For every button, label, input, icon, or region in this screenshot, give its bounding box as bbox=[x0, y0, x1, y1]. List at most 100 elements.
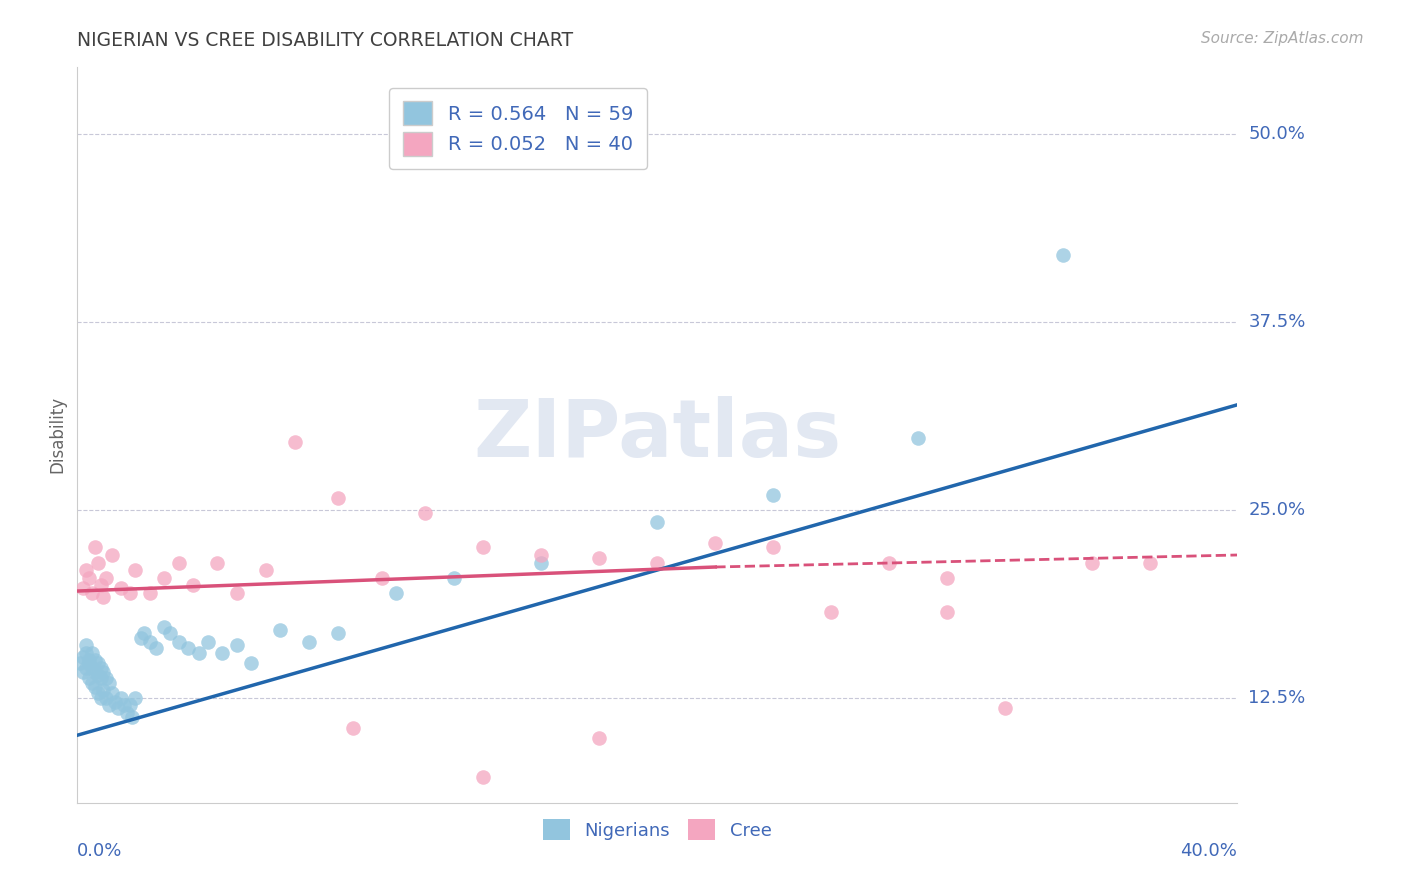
Point bbox=[118, 698, 141, 713]
Point bbox=[77, 570, 100, 584]
Point bbox=[530, 548, 553, 562]
Point bbox=[472, 770, 495, 784]
Point bbox=[110, 581, 132, 595]
Text: 25.0%: 25.0% bbox=[1249, 501, 1306, 519]
Point bbox=[877, 556, 901, 570]
Point bbox=[93, 590, 115, 604]
Point bbox=[342, 721, 364, 735]
Point bbox=[139, 585, 162, 599]
Point bbox=[472, 541, 495, 555]
Point bbox=[96, 690, 118, 705]
Point bbox=[936, 605, 959, 619]
Point bbox=[69, 656, 91, 670]
Point bbox=[93, 665, 115, 680]
Text: Source: ZipAtlas.com: Source: ZipAtlas.com bbox=[1201, 31, 1364, 46]
Point bbox=[328, 626, 350, 640]
Point bbox=[994, 701, 1017, 715]
Point bbox=[530, 556, 553, 570]
Point bbox=[1139, 556, 1161, 570]
Point bbox=[907, 431, 929, 445]
Point bbox=[936, 570, 959, 584]
Text: 37.5%: 37.5% bbox=[1249, 313, 1306, 331]
Point bbox=[110, 690, 132, 705]
Point bbox=[101, 548, 124, 562]
Point bbox=[124, 563, 146, 577]
Point bbox=[90, 578, 111, 592]
Point bbox=[159, 626, 181, 640]
Point bbox=[197, 635, 219, 649]
Point bbox=[183, 578, 205, 592]
Point bbox=[167, 556, 190, 570]
Point bbox=[254, 563, 277, 577]
Point bbox=[98, 675, 121, 690]
Point bbox=[588, 731, 610, 746]
Point bbox=[86, 686, 108, 700]
Point bbox=[83, 541, 105, 555]
Point bbox=[371, 570, 394, 584]
Point bbox=[176, 641, 198, 656]
Point bbox=[112, 698, 135, 713]
Y-axis label: Disability: Disability bbox=[48, 396, 66, 474]
Point bbox=[647, 556, 669, 570]
Point bbox=[284, 435, 307, 450]
Text: 40.0%: 40.0% bbox=[1181, 842, 1237, 860]
Point bbox=[298, 635, 321, 649]
Text: 12.5%: 12.5% bbox=[1249, 689, 1306, 706]
Point bbox=[269, 623, 291, 637]
Point bbox=[153, 570, 176, 584]
Text: 0.0%: 0.0% bbox=[77, 842, 122, 860]
Point bbox=[80, 646, 103, 660]
Point bbox=[96, 570, 118, 584]
Point bbox=[167, 635, 190, 649]
Point bbox=[72, 665, 94, 680]
Point bbox=[385, 585, 408, 599]
Point bbox=[83, 653, 105, 667]
Point bbox=[83, 680, 105, 694]
Point bbox=[86, 656, 108, 670]
Text: ZIPatlas: ZIPatlas bbox=[474, 396, 841, 474]
Point bbox=[205, 556, 228, 570]
Point bbox=[413, 506, 436, 520]
Point bbox=[115, 706, 138, 720]
Point bbox=[124, 690, 146, 705]
Point bbox=[80, 675, 103, 690]
Point bbox=[80, 585, 103, 599]
Point bbox=[762, 541, 785, 555]
Point bbox=[90, 660, 111, 674]
Text: NIGERIAN VS CREE DISABILITY CORRELATION CHART: NIGERIAN VS CREE DISABILITY CORRELATION … bbox=[77, 31, 574, 50]
Point bbox=[443, 570, 465, 584]
Point bbox=[153, 620, 176, 634]
Point bbox=[75, 638, 97, 652]
Point bbox=[96, 671, 118, 685]
Point bbox=[98, 698, 121, 713]
Point bbox=[80, 660, 103, 674]
Point bbox=[188, 646, 211, 660]
Point bbox=[118, 585, 141, 599]
Point bbox=[75, 660, 97, 674]
Point bbox=[328, 491, 350, 505]
Point bbox=[93, 683, 115, 698]
Point bbox=[129, 631, 152, 645]
Point bbox=[75, 646, 97, 660]
Point bbox=[704, 536, 727, 550]
Point bbox=[90, 690, 111, 705]
Point bbox=[240, 656, 263, 670]
Point bbox=[225, 638, 247, 652]
Point bbox=[72, 581, 94, 595]
Point bbox=[225, 585, 247, 599]
Point bbox=[1081, 556, 1104, 570]
Point bbox=[77, 671, 100, 685]
Point bbox=[1052, 247, 1074, 261]
Point bbox=[101, 686, 124, 700]
Point bbox=[83, 665, 105, 680]
Point bbox=[107, 701, 129, 715]
Point bbox=[820, 605, 842, 619]
Point bbox=[145, 641, 167, 656]
Legend: Nigerians, Cree: Nigerians, Cree bbox=[534, 810, 780, 849]
Text: 50.0%: 50.0% bbox=[1249, 126, 1305, 144]
Point bbox=[762, 488, 785, 502]
Point bbox=[77, 653, 100, 667]
Point bbox=[121, 710, 143, 724]
Point bbox=[72, 650, 94, 665]
Point bbox=[75, 563, 97, 577]
